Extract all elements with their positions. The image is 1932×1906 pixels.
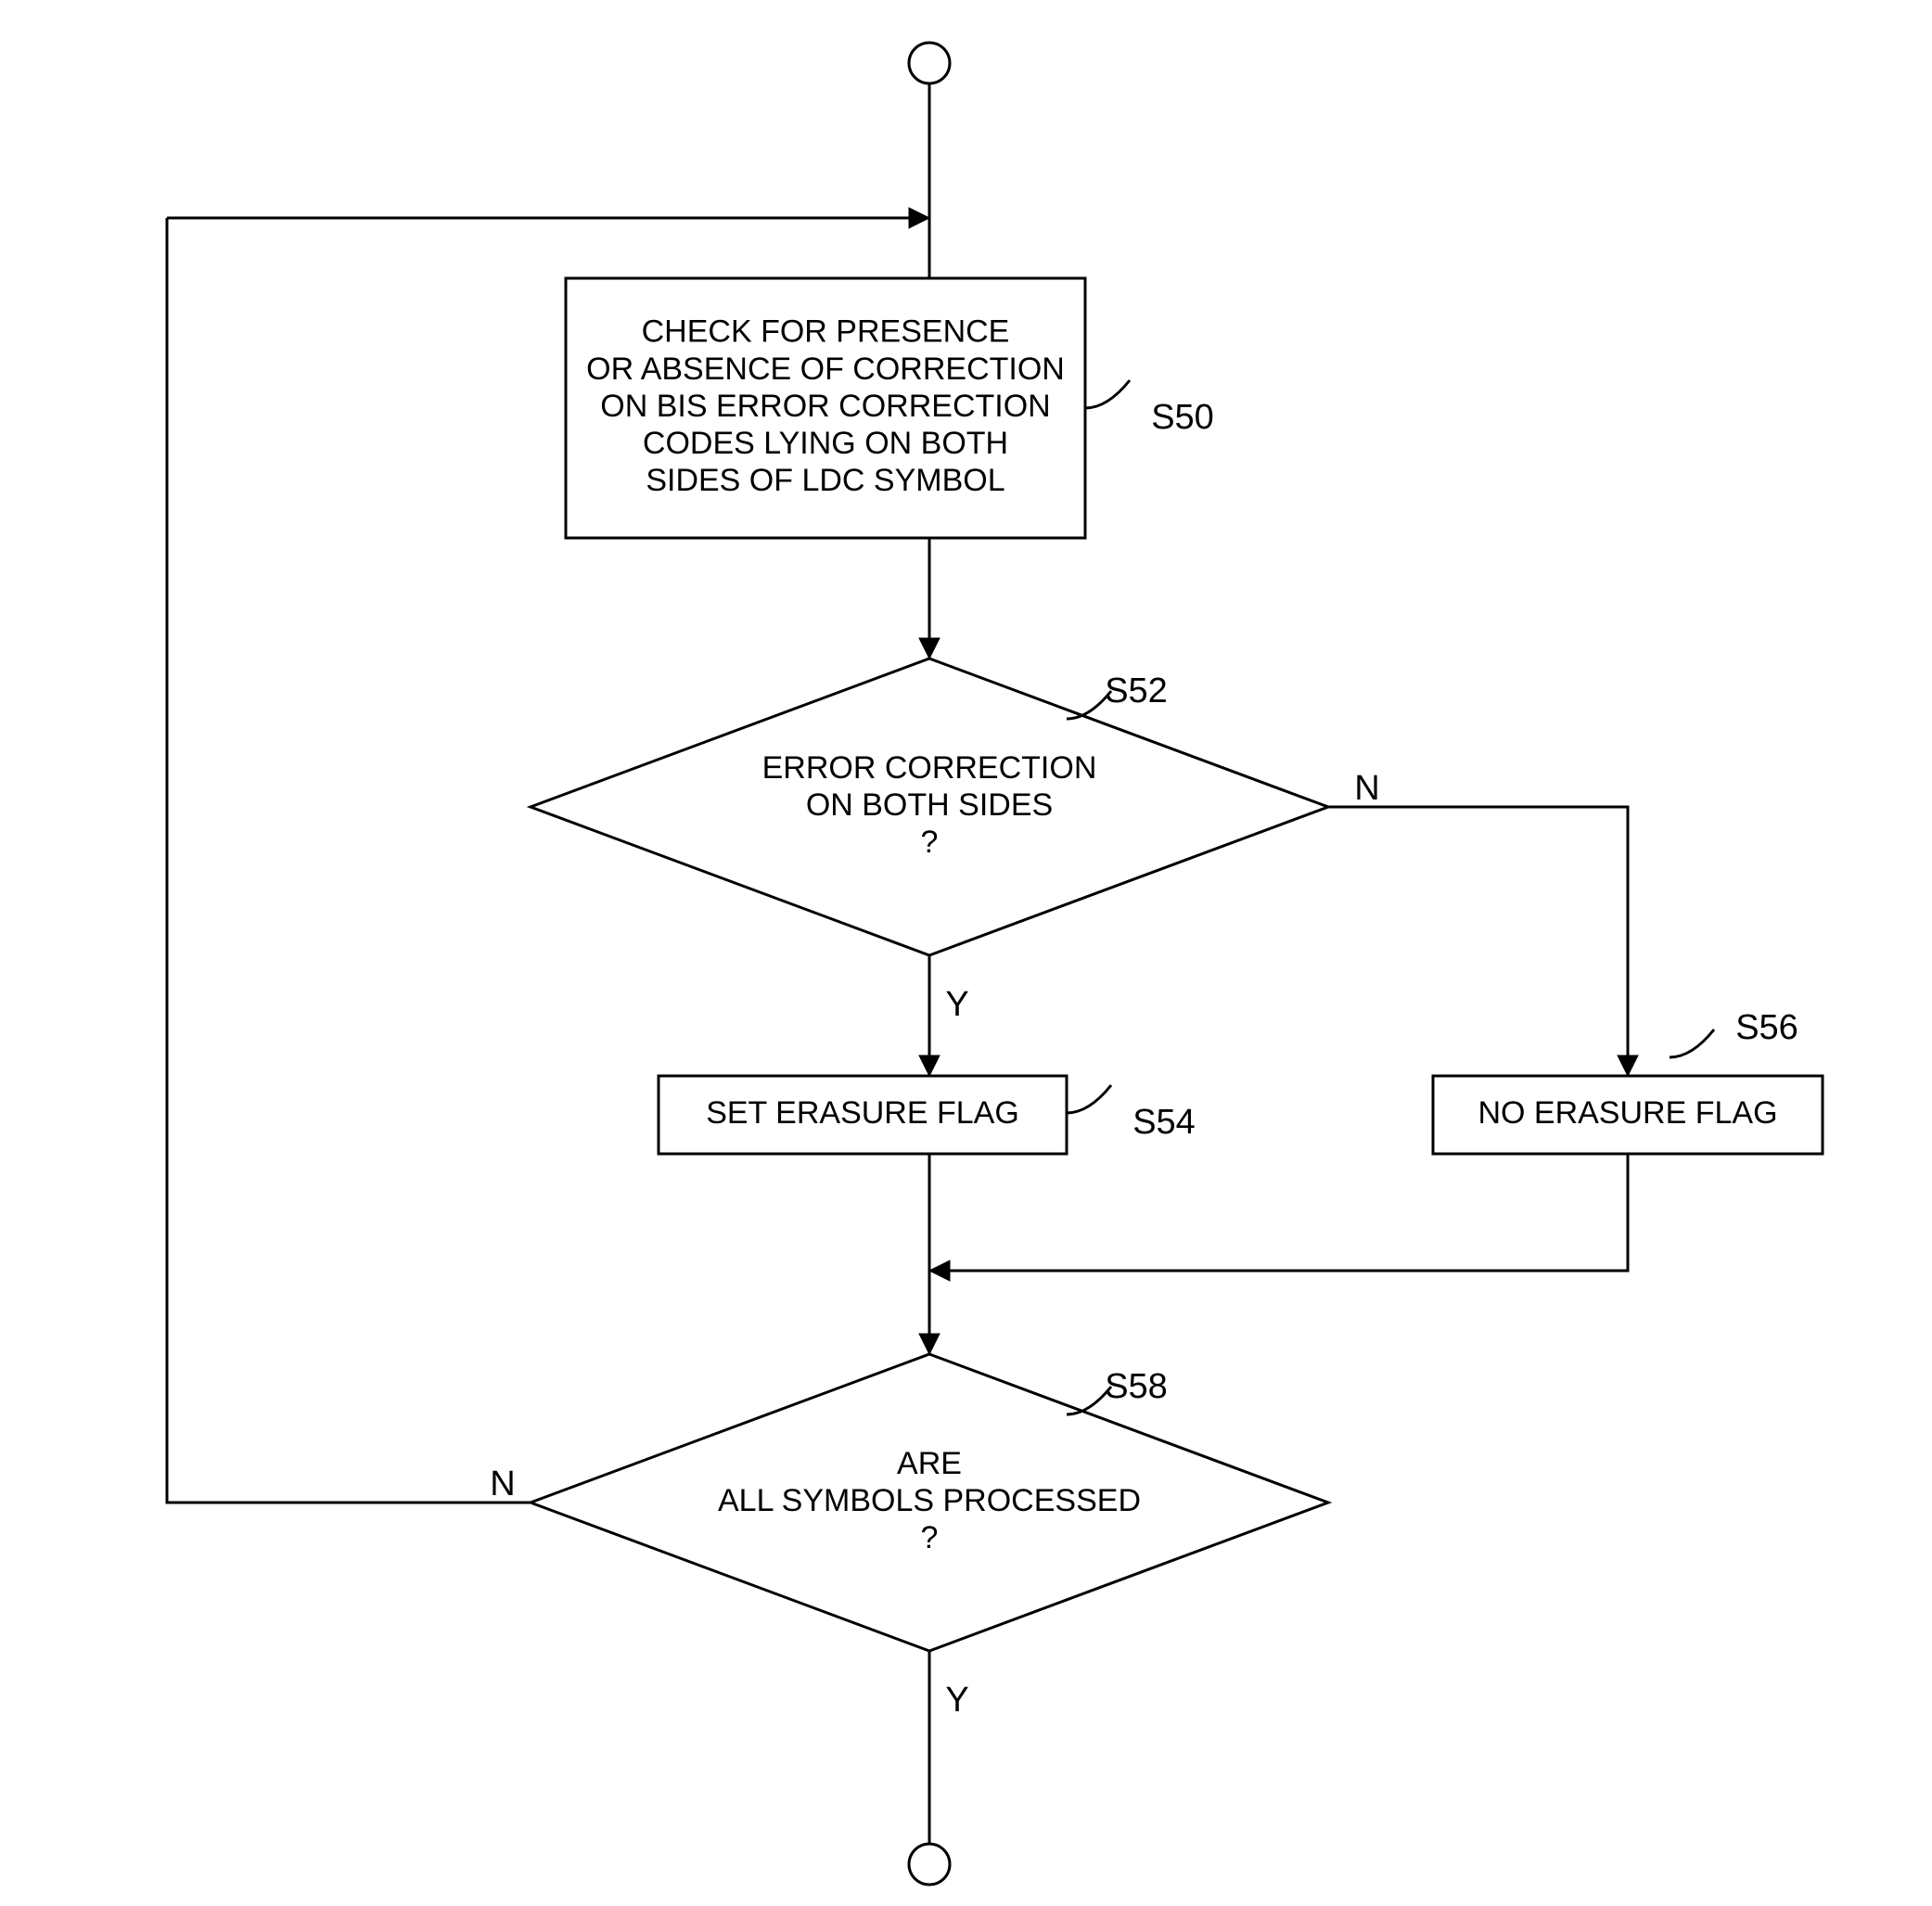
process-s50-text: CHECK FOR PRESENCEOR ABSENCE OF CORRECTI… [586,314,1065,498]
step-label-s56: S56 [1735,1008,1798,1047]
step-label-s52: S52 [1105,672,1168,710]
step-label-s50: S50 [1151,398,1214,437]
edge-s58-n-loop [167,218,531,1503]
process-s50-line: SIDES OF LDC SYMBOL [646,463,1004,498]
step-tick-s56 [1670,1030,1714,1057]
branch-label-s52_N: N [1354,769,1379,808]
process-s56-line: NO ERASURE FLAG [1478,1095,1777,1131]
decision-s52-line: ON BOTH SIDES [806,787,1053,823]
arrowhead [909,208,929,228]
decision-s52-line: ERROR CORRECTION [762,750,1097,786]
step-tick-s54 [1067,1085,1111,1113]
step-label-s54: S54 [1132,1103,1196,1142]
process-s50-line: ON BIS ERROR CORRECTION [600,389,1050,424]
decision-s58-line: ARE [897,1446,962,1481]
process-s50-line: OR ABSENCE OF CORRECTION [586,352,1065,387]
edge-s52-n-s56 [1328,807,1628,1076]
arrowhead [919,638,940,659]
process-s50-line: CODES LYING ON BOTH [643,426,1008,461]
branch-label-s52_Y: Y [945,985,968,1024]
step-label-s58: S58 [1105,1367,1168,1406]
decision-s58-line: ? [921,1520,939,1555]
process-s56-text: NO ERASURE FLAG [1478,1095,1777,1131]
edge-s56-merge [929,1154,1628,1271]
process-s54-line: SET ERASURE FLAG [706,1095,1019,1131]
decision-s58-line: ALL SYMBOLS PROCESSED [718,1483,1141,1518]
terminal-start [909,43,950,83]
step-tick-s50 [1085,380,1130,408]
branch-label-s58_Y: Y [945,1681,968,1720]
flowchart-canvas: CHECK FOR PRESENCEOR ABSENCE OF CORRECTI… [0,0,1932,1906]
arrowhead [919,1055,940,1076]
branch-label-s58_N: N [490,1465,515,1503]
arrowhead [919,1334,940,1354]
process-s50-line: CHECK FOR PRESENCE [642,314,1010,350]
decision-s52-line: ? [921,825,939,860]
terminal-end [909,1844,950,1885]
arrowhead [929,1260,950,1281]
arrowhead [1618,1055,1638,1076]
process-s54-text: SET ERASURE FLAG [706,1095,1019,1131]
